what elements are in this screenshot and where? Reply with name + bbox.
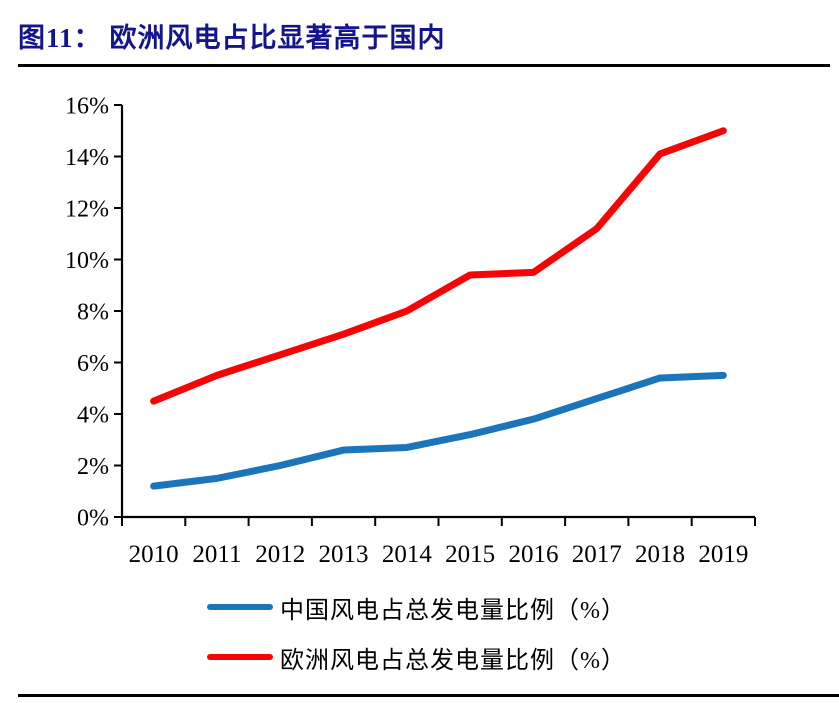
axis-line [120, 105, 755, 519]
x-tick-label: 2014 [382, 541, 433, 568]
china-series-swatch-icon [207, 604, 273, 610]
china-series-label: 中国风电占总发电量比例（%） [280, 597, 626, 624]
europe-series-swatch-icon [207, 654, 273, 660]
x-tick-label: 2012 [255, 541, 305, 568]
x-axis-labels: 2010 2011 2012 2013 2014 2015 2016 2017 2018 2019 [129, 541, 749, 568]
y-tick-label: 8% [77, 300, 109, 326]
europe-series-label: 欧洲风电占总发电量比例（%） [280, 647, 626, 674]
chart-axes [120, 105, 755, 519]
y-tick-label: 0% [77, 506, 109, 532]
y-tick-label: 10% [65, 248, 109, 274]
chart-legend: 中国风电占总发电量比例（%） 欧洲风电占总发电量比例（%） [207, 592, 626, 674]
legend-item-china: 中国风电占总发电量比例（%） [207, 592, 626, 624]
x-tick-label: 2018 [635, 541, 685, 568]
x-tick-label: 2017 [572, 541, 622, 568]
x-tick-label: 2019 [698, 541, 748, 568]
figure-title: 图11： 欧洲风电占比显著高于国内 [18, 16, 446, 55]
x-tick-label: 2015 [445, 541, 495, 568]
y-tick-label: 2% [77, 454, 109, 480]
bottom-divider [18, 694, 839, 697]
title-divider [18, 64, 830, 67]
figure-title-text: 欧洲风电占比显著高于国内 [109, 23, 446, 53]
y-tick-label: 16% [65, 94, 109, 120]
y-tick-label: 12% [65, 197, 109, 223]
x-tick-label: 2013 [319, 541, 369, 568]
x-tick-label: 2011 [192, 541, 241, 568]
x-tick-label: 2010 [129, 541, 179, 568]
legend-item-europe: 欧洲风电占总发电量比例（%） [207, 642, 626, 674]
series-line-0 [150, 371, 727, 490]
y-tick-label: 6% [77, 351, 109, 377]
chart-series-lines [150, 127, 727, 490]
x-tick-label: 2016 [508, 541, 558, 568]
y-tick-label: 4% [77, 403, 109, 429]
figure-number-label: 图11： [18, 23, 102, 53]
series-line-1 [150, 127, 727, 405]
x-axis-ticks [121, 517, 756, 526]
y-tick-label: 14% [65, 145, 109, 171]
y-axis-labels: 0% 2% 4% 6% 8% 10% 12% 14% 16% [65, 94, 109, 532]
y-axis-ticks [114, 104, 122, 518]
